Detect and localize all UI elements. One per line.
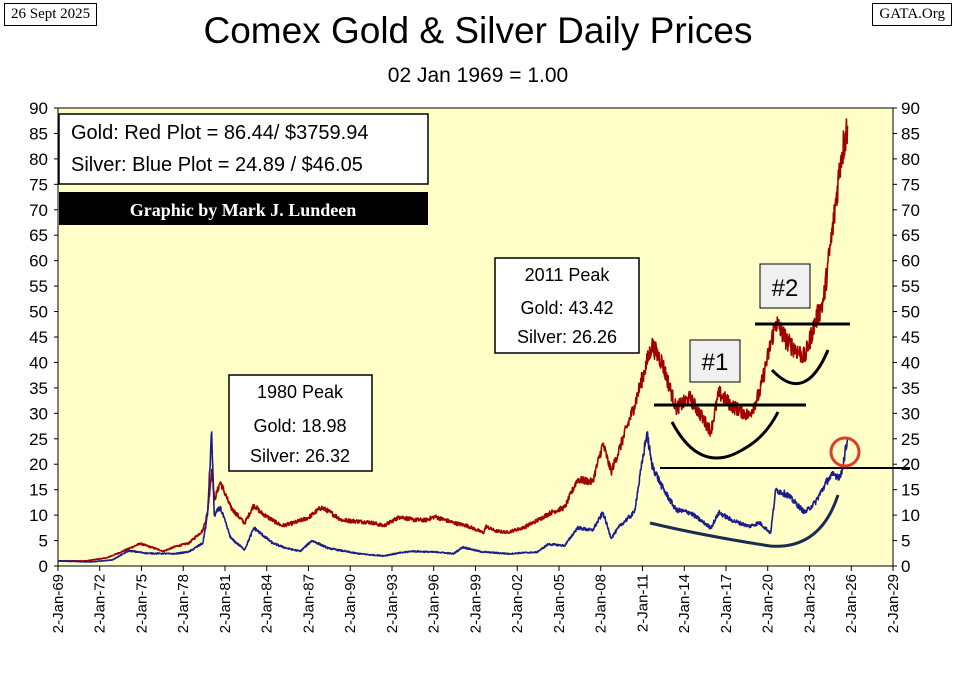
marker-2-box: #2 [759,263,811,309]
chart-title: Comex Gold & Silver Daily Prices [203,10,753,51]
peak-2011-box: 2011 Peak Gold: 43.42 Silver: 26.26 [494,257,640,354]
x-tick-label: 2-Jan-93 [384,574,401,633]
y-tick-label-right: 40 [901,353,920,372]
y-tick-label-left: 40 [29,353,48,372]
silver-highlight-circle [829,436,861,468]
y-tick-label-left: 15 [29,481,48,500]
peak-1980-title: 1980 Peak [257,382,344,402]
y-tick-label-left: 80 [29,150,48,169]
series-layer [57,118,849,563]
x-tick-label: 2-Jan-14 [676,574,693,633]
x-axis: 2-Jan-69 2-Jan-72 2-Jan-75 2-Jan-78 2-Jan-81… [50,566,902,633]
y-tick-label-right: 60 [901,252,920,271]
y-tick-label-right: 30 [901,404,920,423]
x-tick-label: 2-Jan-29 [885,574,902,633]
y-tick-label-left: 90 [29,99,48,118]
y-axis-right: 0 5 10 15 20 25 30 35 40 45 50 55 60 65 70 75 80 85 90 [893,99,920,576]
date-label: 26 Sept 2025 [4,3,98,26]
silver-cup-curve [649,494,840,548]
y-tick-label-left: 35 [29,379,48,398]
x-tick-label: 2-Jan-72 [92,574,109,633]
y-tick-label-left: 85 [29,124,48,143]
x-tick-label: 2-Jan-84 [259,574,276,633]
x-tick-label: 2-Jan-23 [801,574,818,633]
marker-2-label: #2 [772,275,799,302]
y-tick-label-left: 30 [29,404,48,423]
peak-2011-silver: Silver: 26.26 [517,327,617,347]
y-tick-label-left: 25 [29,430,48,449]
legend-gold: Gold: Red Plot = 86.44/ $3759.94 [71,122,368,144]
y-tick-label-left: 60 [29,252,48,271]
peak-1980-box: 1980 Peak Gold: 18.98 Silver: 26.32 [228,374,373,472]
x-tick-label: 2-Jan-11 [634,574,651,632]
peak-1980-silver: Silver: 26.32 [250,446,350,466]
y-tick-label-right: 85 [901,124,920,143]
x-tick-label: 2-Jan-96 [426,574,443,633]
legend-box: Gold: Red Plot = 86.44/ $3759.94 Silver:… [58,113,429,185]
chart-subtitle: 02 Jan 1969 = 1.00 [387,64,569,87]
y-tick-label-right: 15 [901,481,920,500]
y-tick-label-left: 75 [29,175,48,194]
trend-markings [649,322,910,548]
x-tick-label: 2-Jan-05 [551,574,568,633]
marker-1-box: #1 [689,339,741,383]
y-tick-label-right: 45 [901,328,920,347]
y-tick-label-left: 55 [29,277,48,296]
x-tick-label: 2-Jan-69 [50,574,67,633]
y-tick-label-right: 5 [901,532,910,551]
x-tick-label: 2-Jan-90 [342,574,359,633]
peak-2011-title: 2011 Peak [525,265,611,285]
legend-silver: Silver: Blue Plot = 24.89 / $46.05 [71,154,363,176]
credit-box: Graphic by Mark J. Lundeen [59,192,428,225]
cup-curve-1 [670,411,780,460]
y-tick-label-left: 50 [29,303,48,322]
x-tick-label: 2-Jan-78 [175,574,192,633]
y-tick-label-left: 5 [39,532,48,551]
source-label: GATA.Org [872,3,952,26]
x-tick-label: 2-Jan-08 [593,574,610,633]
peak-2011-gold: Gold: 43.42 [520,298,613,318]
x-tick-label: 2-Jan-75 [133,574,150,633]
y-tick-label-left: 65 [29,226,48,245]
y-tick-label-right: 70 [901,201,920,220]
x-tick-label: 2-Jan-26 [843,574,860,633]
silver-series-line [57,431,849,563]
y-tick-label-right: 65 [901,226,920,245]
y-tick-label-right: 35 [901,379,920,398]
y-tick-label-right: 80 [901,150,920,169]
x-tick-label: 2-Jan-81 [217,574,234,633]
y-tick-label-left: 10 [29,506,48,525]
y-tick-label-right: 75 [901,175,920,194]
peak-1980-gold: Gold: 18.98 [253,416,346,436]
y-tick-label-right: 25 [901,430,920,449]
y-axis-left: 0 5 10 15 20 25 30 35 40 45 50 55 60 65 70 75 80 85 90 [29,99,58,576]
y-tick-label-left: 70 [29,201,48,220]
y-tick-label-right: 50 [901,303,920,322]
cup-curve-2 [770,349,830,386]
y-tick-label-left: 0 [39,557,48,576]
y-tick-label-left: 20 [29,455,48,474]
x-tick-label: 2-Jan-20 [760,574,777,633]
x-tick-label: 2-Jan-87 [300,574,317,633]
y-tick-label-right: 0 [901,557,910,576]
x-tick-label: 2-Jan-17 [718,574,735,633]
y-tick-label-right: 20 [901,455,920,474]
y-tick-label-right: 10 [901,506,920,525]
credit-text: Graphic by Mark J. Lundeen [130,200,357,220]
x-tick-label: 2-Jan-02 [509,574,526,633]
x-tick-label: 2-Jan-99 [467,574,484,633]
y-tick-label-right: 55 [901,277,920,296]
marker-1-label: #1 [702,349,729,376]
gold-series-line [57,118,849,562]
y-tick-label-right: 90 [901,99,920,118]
y-tick-label-left: 45 [29,328,48,347]
